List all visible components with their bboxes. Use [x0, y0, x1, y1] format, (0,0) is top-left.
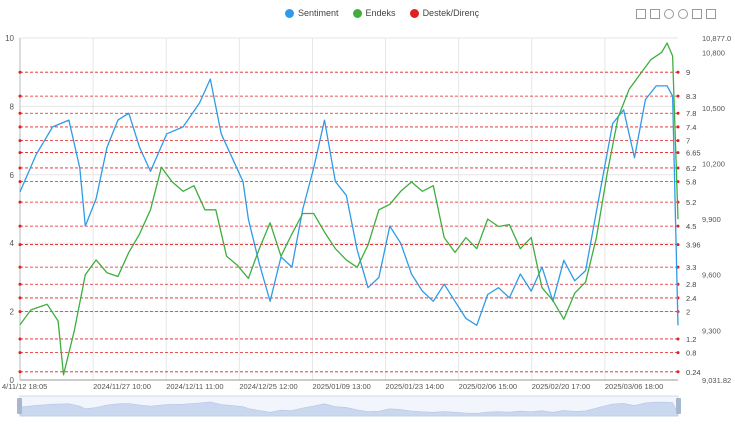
y-left-tick-label: 6	[10, 171, 15, 180]
level-label: 5.8	[686, 178, 696, 187]
sentiment-legend-dot	[285, 8, 294, 18]
data-zoom-handle-left[interactable]	[17, 398, 22, 414]
data-view-icon[interactable]	[692, 9, 702, 19]
endeks-legend-dot	[352, 8, 362, 18]
save-icon[interactable]	[706, 9, 716, 19]
x-tick-label: 2025/02/20 17:00	[532, 382, 590, 391]
y-right-tick-label: 9,300	[702, 326, 721, 335]
y-left-tick-label: 10	[5, 34, 14, 43]
zoom-icon[interactable]	[636, 9, 646, 19]
y-left-tick-label: 4	[10, 239, 15, 248]
y-right-tick-label: 9,900	[702, 215, 721, 224]
x-tick-label: 2024/11/27 10:00	[93, 382, 151, 391]
level-label: 7.4	[686, 123, 696, 132]
x-tick-label: 2024/12/11 11:00	[166, 382, 223, 391]
level-point-end	[676, 125, 680, 129]
level-label: 7	[686, 137, 690, 146]
zoom-reset-icon[interactable]	[650, 9, 660, 19]
level-point-end	[676, 151, 680, 155]
level-point-start	[18, 200, 22, 204]
legend-label-destek: Destek/Direnç	[422, 8, 480, 18]
level-label: 5.2	[686, 198, 696, 207]
level-point-start	[18, 70, 22, 74]
level-point-start	[18, 125, 22, 129]
level-point-start	[18, 139, 22, 143]
level-point-start	[18, 224, 22, 228]
level-point-end	[676, 243, 680, 247]
level-point-start	[18, 282, 22, 286]
level-point-start	[18, 166, 22, 170]
level-point-end	[676, 224, 680, 228]
level-point-start	[18, 265, 22, 269]
legend-item-destek[interactable]: Destek/Direnç	[409, 8, 480, 18]
legend: Sentiment Endeks Destek/Direnç	[285, 8, 479, 18]
level-label: 6.65	[686, 149, 701, 158]
restore-icon[interactable]	[664, 9, 674, 19]
level-point-start	[18, 151, 22, 155]
y-left-tick-label: 0	[10, 376, 15, 385]
level-label: 0.8	[686, 349, 696, 358]
level-point-end	[676, 139, 680, 143]
refresh-icon[interactable]	[678, 9, 688, 19]
level-point-start	[18, 370, 22, 374]
level-point-end	[676, 111, 680, 115]
y-right-tick-label: 10,200	[702, 159, 725, 168]
data-zoom-handle-right[interactable]	[676, 398, 681, 414]
level-point-start	[18, 296, 22, 300]
level-label: 9	[686, 68, 690, 77]
series-line-endeks	[19, 42, 679, 376]
y-right-tick-label: 9,600	[702, 271, 721, 280]
level-point-start	[18, 180, 22, 184]
level-point-end	[676, 166, 680, 170]
level-point-end	[676, 370, 680, 374]
legend-label-sentiment: Sentiment	[298, 8, 339, 18]
x-tick-label: 2025/01/09 13:00	[312, 382, 370, 391]
level-point-start	[18, 337, 22, 341]
series-line-sentiment	[19, 78, 679, 326]
level-point-start	[18, 310, 22, 314]
level-label: 1.2	[686, 335, 696, 344]
y-right-tick-label: 10,500	[702, 104, 725, 113]
x-tick-label: 2025/02/06 15:00	[459, 382, 517, 391]
level-label: 4.5	[686, 222, 696, 231]
level-point-start	[18, 111, 22, 115]
legend-item-sentiment[interactable]: Sentiment	[285, 8, 339, 18]
y-left-tick-label: 2	[10, 308, 15, 317]
level-label: 0.24	[686, 368, 701, 377]
level-label: 2	[686, 308, 690, 317]
x-tick-label: 2024/12/25 12:00	[239, 382, 297, 391]
destek-legend-dot	[409, 8, 419, 18]
level-label: 3.3	[686, 263, 696, 272]
level-point-end	[676, 337, 680, 341]
level-label: 8.3	[686, 92, 696, 101]
y-left-tick-label: 8	[10, 102, 15, 111]
level-label: 6.2	[686, 164, 696, 173]
level-point-end	[676, 94, 680, 98]
level-label: 2.8	[686, 280, 696, 289]
level-point-end	[676, 70, 680, 74]
y-right-tick-label: 10,800	[702, 48, 725, 57]
legend-label-endeks: Endeks	[365, 8, 396, 18]
x-tick-label: 2025/01/23 14:00	[386, 382, 444, 391]
level-label: 7.8	[686, 109, 696, 118]
level-label: 2.4	[686, 294, 696, 303]
x-tick-label: 4/11/12 18:05	[2, 382, 47, 391]
toolbox	[636, 9, 716, 19]
level-label: 3.96	[686, 241, 701, 250]
level-point-start	[18, 94, 22, 98]
level-point-start	[18, 351, 22, 355]
legend-item-endeks[interactable]: Endeks	[352, 8, 396, 18]
y-right-tick-label: 10,877.0	[702, 34, 731, 43]
y-right-tick-label: 9,031.82	[702, 376, 731, 385]
x-tick-label: 2025/03/06 18:00	[605, 382, 663, 391]
level-point-start	[18, 243, 22, 247]
level-point-end	[676, 351, 680, 355]
data-zoom-preview	[19, 401, 679, 417]
